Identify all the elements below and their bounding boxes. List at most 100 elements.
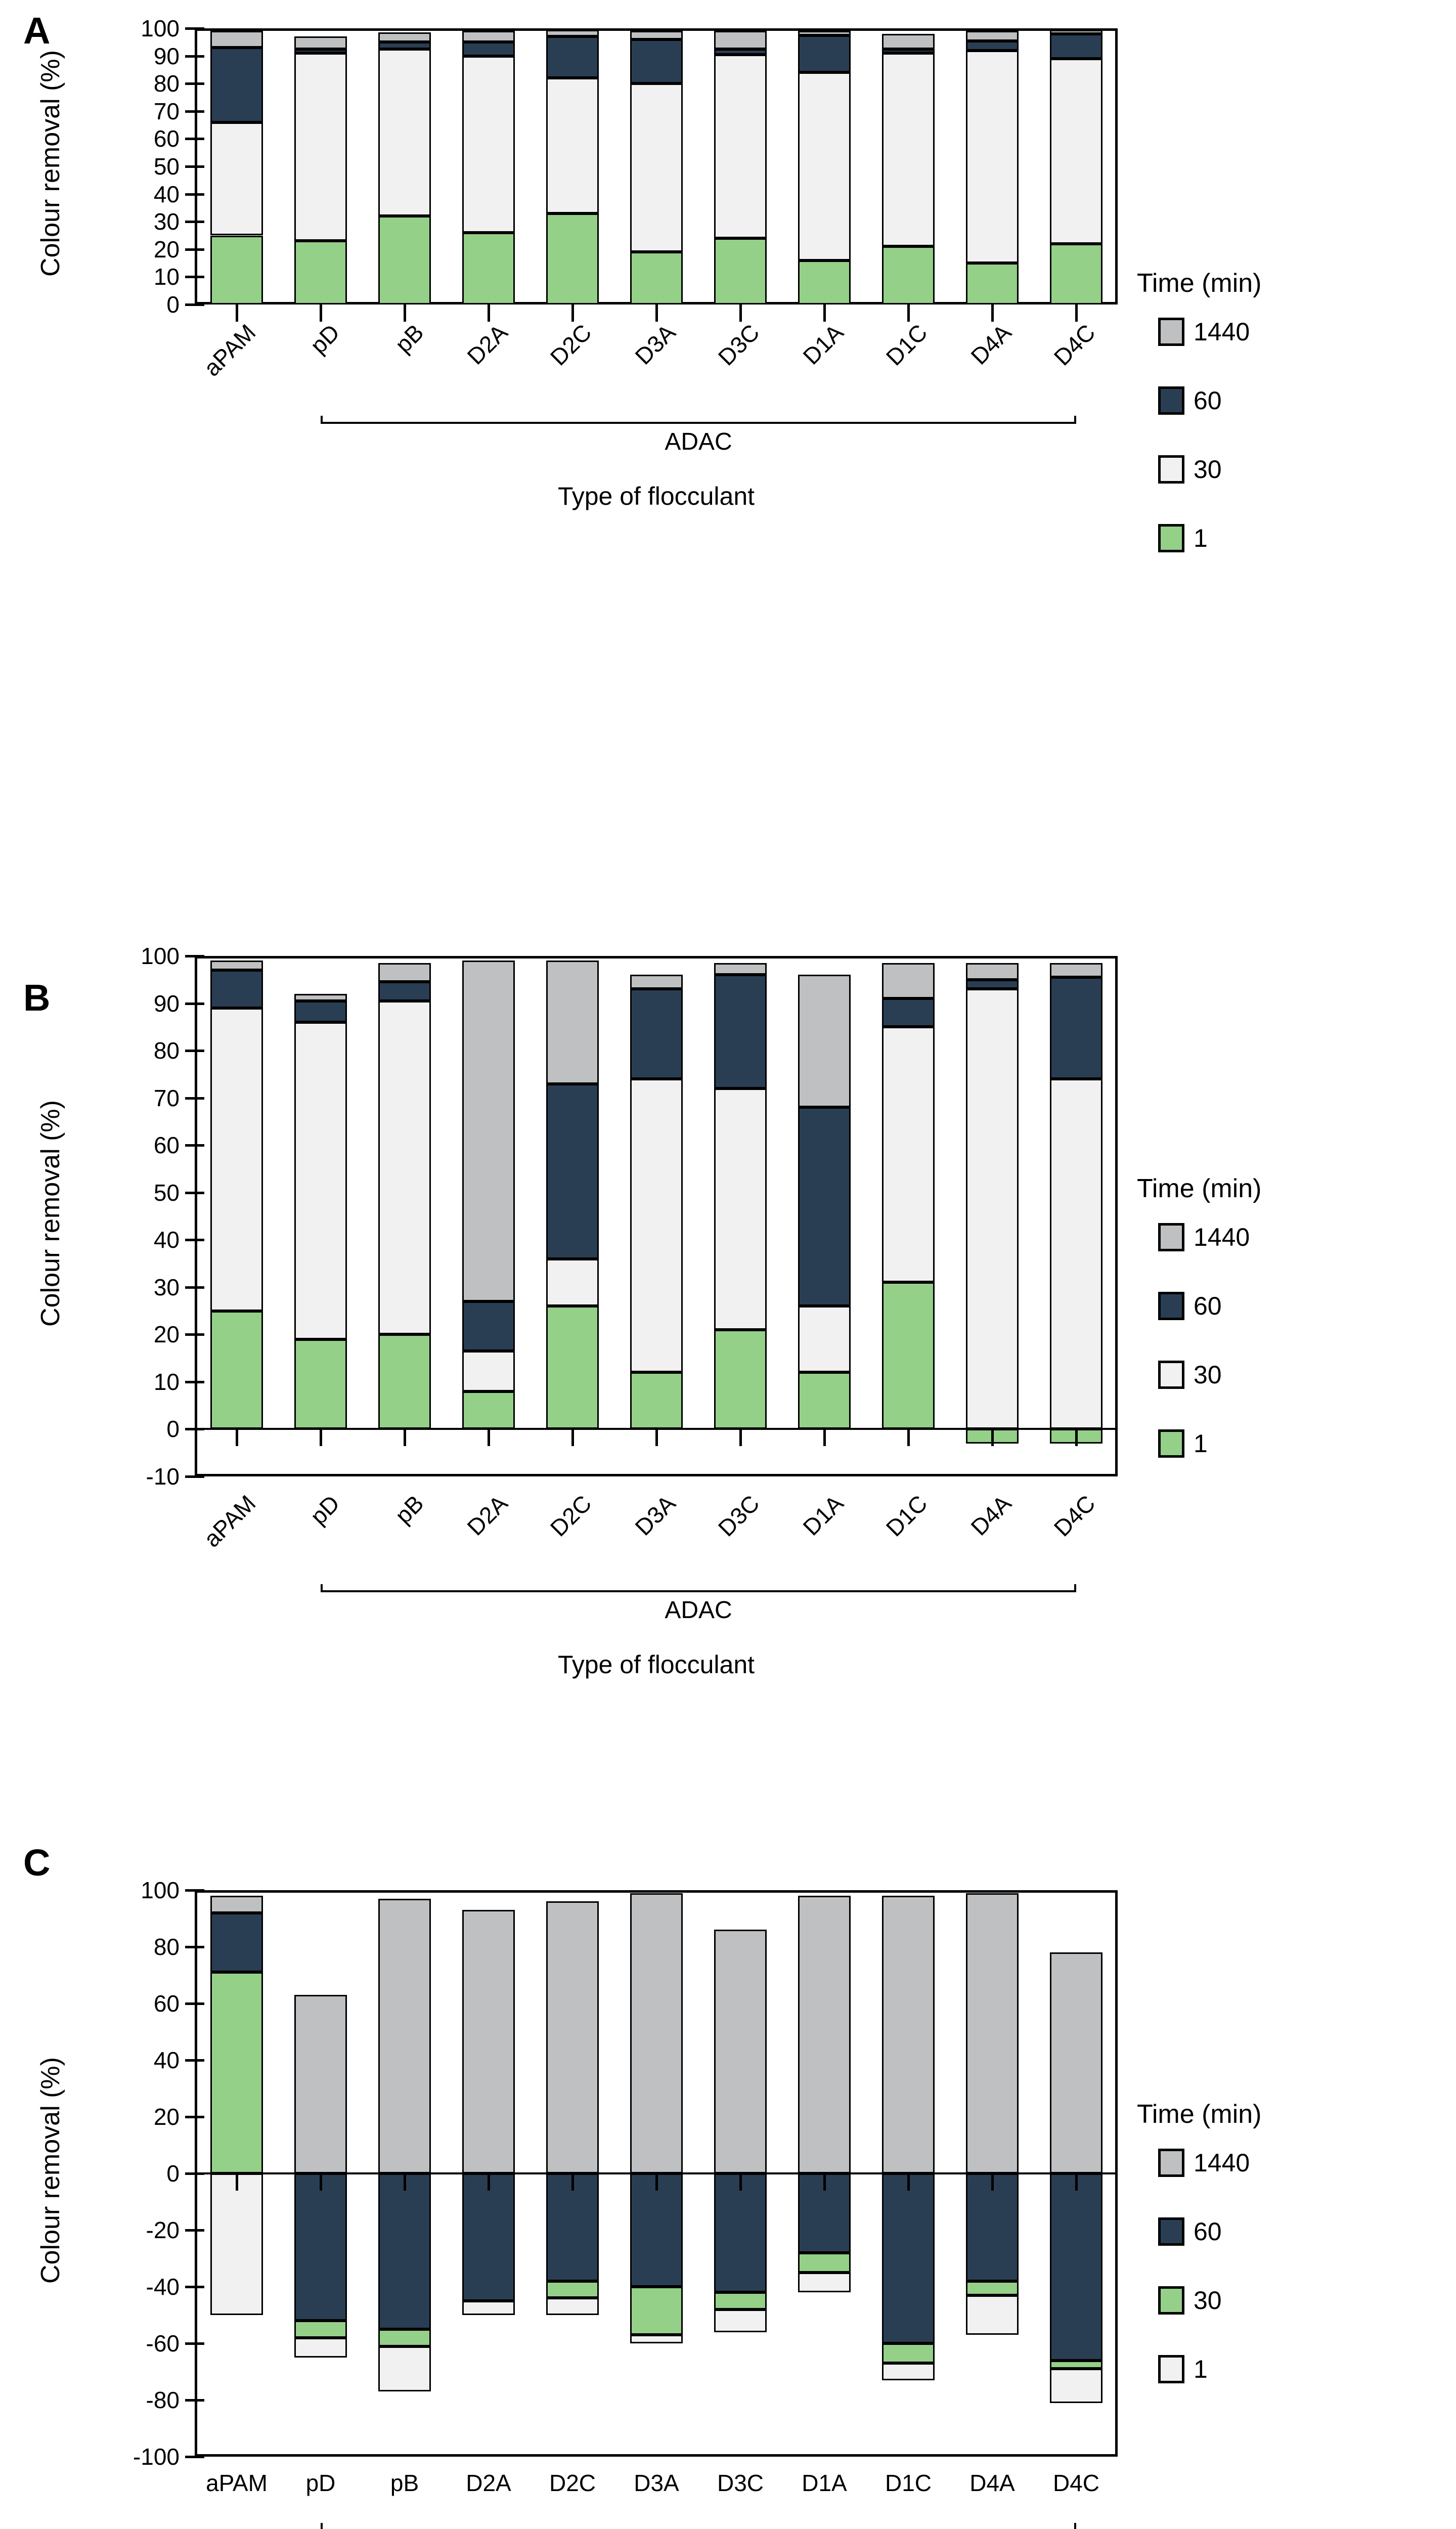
bar-D4A-60min [966, 40, 1019, 51]
bar-pB-1440min [378, 963, 431, 982]
y-tick [185, 1144, 204, 1147]
x-category-label: D1A [802, 2470, 847, 2496]
legend-label-1440: 1440 [1194, 1223, 1250, 1251]
bar-pD-1min [294, 241, 347, 304]
bar-D1A-60min [798, 2173, 851, 2253]
y-tick-label: 100 [141, 943, 180, 969]
bar-D1A-1440min [798, 1896, 851, 2173]
y-tick-label: 50 [153, 153, 180, 180]
x-tick [404, 304, 406, 322]
bar-D1A-30min [798, 2252, 851, 2273]
legend-swatch-1440 [1158, 1223, 1184, 1251]
y-tick [185, 1946, 204, 1948]
bar-pD-30min [294, 2321, 347, 2338]
adac-group-label: ADAC [665, 428, 732, 455]
x-tick [404, 1429, 406, 1447]
bar-D4A-30min [966, 2281, 1019, 2295]
bar-aPAM-60min [210, 48, 263, 122]
adac-bracket [321, 1584, 1076, 1592]
x-category-label: pD [305, 2470, 336, 2496]
bar-D1C-1min [882, 246, 935, 304]
y-tick [185, 193, 204, 196]
y-tick [185, 82, 204, 85]
bar-D1A-60min [798, 35, 851, 73]
x-axis-caption: Type of flocculant [557, 1650, 755, 1679]
bar-D2C-60min [546, 1083, 599, 1259]
bar-aPAM-1min [210, 2173, 263, 2315]
panel-letter-B: B [23, 977, 51, 1019]
adac-group-label: ADAC [665, 1597, 732, 1624]
legend-label-30: 30 [1194, 455, 1222, 484]
x-tick [655, 1429, 658, 1447]
bar-D4C-1440min [1050, 1952, 1102, 2173]
y-tick-label: 90 [153, 990, 180, 1017]
x-tick [907, 2173, 910, 2191]
bar-D2C-1min [546, 1306, 599, 1429]
x-category-label: D4A [969, 2470, 1015, 2496]
y-tick [185, 2399, 204, 2402]
bar-D3A-1440min [630, 1893, 683, 2173]
x-tick [1075, 304, 1078, 322]
y-tick [185, 2229, 204, 2232]
y-tick [185, 2116, 204, 2118]
bar-D1C-1440min [882, 1896, 935, 2173]
bar-D2A-30min [462, 56, 515, 233]
bar-pB-60min [378, 982, 431, 1001]
bar-pD-60min [294, 49, 347, 54]
y-tick-label: 0 [166, 291, 180, 318]
x-tick [823, 1429, 826, 1447]
bar-D4C-1440min [1050, 29, 1102, 34]
x-tick [739, 2173, 742, 2191]
bar-pB-60min [378, 42, 431, 49]
y-axis-title: Colour removal (%) [36, 50, 65, 277]
bar-D2C-30min [546, 1258, 599, 1306]
legend-swatch-1440 [1158, 318, 1184, 346]
legend-label-1: 1 [1194, 524, 1208, 552]
y-tick-label: -100 [133, 2444, 180, 2470]
bar-pD-30min [294, 53, 347, 241]
y-tick-label: 80 [153, 1037, 180, 1064]
bar-pB-30min [378, 1000, 431, 1335]
x-tick [991, 2173, 994, 2191]
bar-pB-1440min [378, 32, 431, 42]
legend-label-60: 60 [1194, 2217, 1222, 2246]
y-tick-label: 0 [166, 1416, 180, 1443]
y-tick-label: 30 [153, 1274, 180, 1300]
bar-D1A-60min [798, 1107, 851, 1306]
bar-pD-1440min [294, 993, 347, 1001]
bar-aPAM-60min [210, 1912, 263, 1973]
y-tick [185, 1050, 204, 1053]
y-tick-label: 50 [153, 1179, 180, 1206]
bar-pB-30min [378, 2329, 431, 2346]
x-category-label: D1C [885, 2470, 932, 2496]
bar-D4A-30min [966, 50, 1019, 264]
bar-D1A-30min [798, 72, 851, 260]
bar-D2A-60min [462, 42, 515, 56]
bar-D4C-30min [1050, 2360, 1102, 2369]
bar-D2C-1440min [546, 29, 599, 37]
bar-D1A-30min [798, 1306, 851, 1373]
y-tick-label: 80 [153, 70, 180, 97]
legend-swatch-30 [1158, 1361, 1184, 1389]
y-tick-label: 10 [153, 1368, 180, 1395]
bar-aPAM-60min [210, 970, 263, 1008]
y-tick [185, 2002, 204, 2005]
bar-pB-1440min [378, 1898, 431, 2173]
bar-D2C-30min [546, 2281, 599, 2298]
bar-D1A-1440min [798, 975, 851, 1108]
bar-D2A-30min [462, 1351, 515, 1391]
bar-D4C-1min [1050, 2369, 1102, 2403]
bar-pB-60min [378, 2173, 431, 2329]
y-tick-label: 80 [153, 1934, 180, 1960]
panel-letter-C: C [23, 1842, 51, 1884]
y-tick [185, 276, 204, 279]
bar-D3A-30min [630, 2287, 683, 2335]
legend-label-1440: 1440 [1194, 2149, 1250, 2177]
legend-title: Time (min) [1137, 2100, 1262, 2129]
y-tick [185, 1239, 204, 1242]
y-tick [185, 2456, 204, 2458]
bar-D4A-60min [966, 979, 1019, 989]
legend-label-30: 30 [1194, 2286, 1222, 2315]
x-category-label: D2A [466, 2470, 511, 2496]
bar-D1A-1min [798, 2273, 851, 2293]
